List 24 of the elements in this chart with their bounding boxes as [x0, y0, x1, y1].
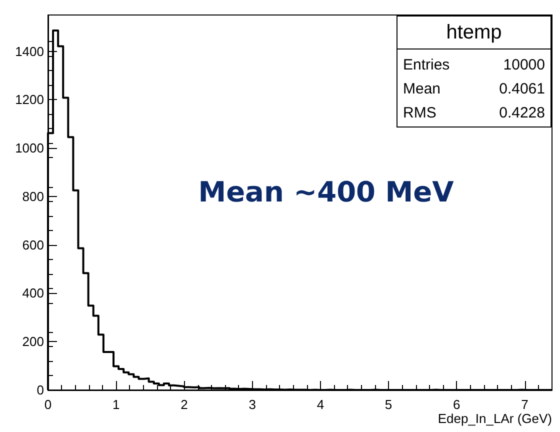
y-tick-label: 600: [22, 237, 44, 252]
x-tick-label: 3: [248, 397, 256, 412]
annotation: Mean: [403, 80, 441, 98]
y-tick-label: 0: [36, 382, 44, 398]
annotation: Entries: [403, 56, 450, 74]
x-tick-label: 7: [521, 397, 528, 412]
y-tick-label: 1400: [15, 44, 44, 59]
y-tick-label: 200: [22, 334, 44, 350]
annotation: htemp: [446, 22, 502, 44]
annotation: 10000: [503, 56, 545, 74]
x-tick-label: 5: [384, 397, 392, 412]
x-tick-label: 4: [316, 397, 324, 412]
y-tick-label: 400: [22, 286, 44, 301]
y-tick-label: 1000: [15, 140, 44, 156]
annotation: 0.4228: [499, 104, 545, 122]
x-tick-label: 1: [112, 397, 120, 412]
annotation: RMS: [403, 104, 436, 122]
annotation: 0.4061: [499, 80, 545, 98]
annotation: Mean ~400 MeV: [198, 176, 454, 208]
x-axis-title: Edep_In_LAr (GeV): [438, 411, 552, 426]
y-tick-label: 800: [22, 188, 44, 204]
x-tick-label: 2: [180, 397, 188, 412]
x-tick-label: 6: [453, 397, 460, 412]
y-tick-label: 1200: [15, 92, 44, 108]
